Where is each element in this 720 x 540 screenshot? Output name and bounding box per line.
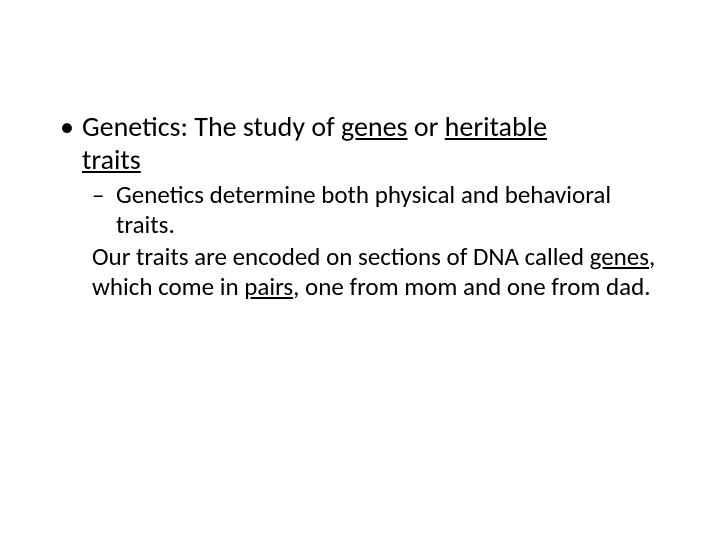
l1-underline-traits: traits [82, 142, 141, 177]
l1-text-mid: or [407, 109, 444, 144]
bullet-dash-icon: – [92, 180, 104, 210]
slide: • Genetics: The study of genes or herita… [0, 0, 720, 540]
cont-u-pairs: pairs [244, 271, 293, 302]
l1-underline-heritable: heritable [445, 109, 547, 144]
cont-u-genes: genes [590, 241, 649, 272]
cont-p3: , one from mom and one from dad. [293, 271, 650, 302]
l2-text: Genetics determine both physical and beh… [116, 179, 611, 240]
cont-p1: Our traits are encoded on sections of DN… [92, 241, 590, 272]
l1-text-prefix: Genetics: The study of [82, 109, 341, 144]
continuation-text: Our traits are encoded on sections of DN… [54, 242, 666, 302]
l1-underline-genes: genes [341, 109, 407, 144]
bullet-level2: – Genetics determine both physical and b… [54, 180, 666, 240]
bullet-level1: • Genetics: The study of genes or herita… [54, 110, 666, 176]
bullet-dot-icon: • [60, 110, 74, 143]
